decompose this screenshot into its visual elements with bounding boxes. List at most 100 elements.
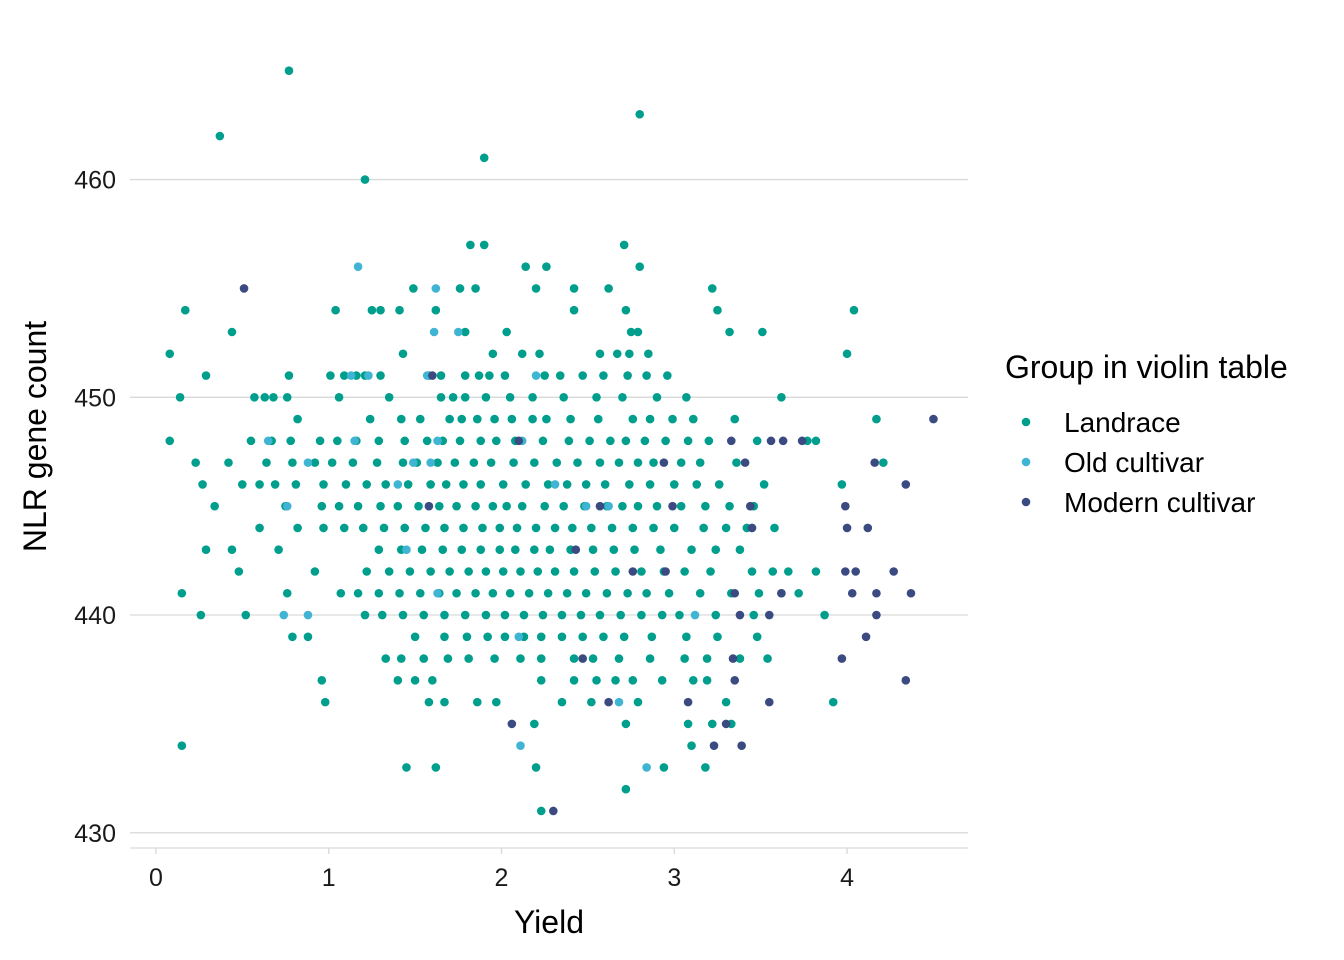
point-landrace — [550, 523, 560, 533]
point-landrace — [552, 458, 562, 467]
point-landrace — [619, 632, 629, 642]
point-landrace — [735, 654, 745, 663]
point-modern-cultivar — [842, 523, 852, 533]
point-landrace — [635, 262, 645, 271]
point-modern-cultivar — [578, 654, 587, 663]
point-modern-cultivar — [721, 719, 731, 729]
point-landrace — [320, 697, 330, 707]
point-landrace — [260, 393, 270, 402]
point-landrace — [393, 676, 403, 685]
point-landrace — [339, 523, 349, 533]
point-landrace — [481, 610, 491, 620]
point-landrace — [559, 501, 568, 511]
point-landrace — [175, 393, 185, 402]
point-modern-cultivar — [604, 697, 613, 707]
point-landrace — [609, 545, 619, 555]
point-landrace — [333, 436, 342, 446]
point-landrace — [849, 305, 859, 315]
point-landrace — [500, 610, 510, 620]
point-landrace — [625, 480, 634, 489]
point-landrace — [604, 284, 613, 293]
point-landrace — [462, 632, 472, 642]
point-landrace — [559, 393, 568, 402]
point-landrace — [652, 393, 662, 402]
point-landrace — [628, 676, 638, 685]
point-landrace — [191, 458, 200, 467]
point-modern-cultivar — [745, 501, 755, 511]
point-modern-cultivar — [424, 501, 434, 511]
point-landrace — [614, 458, 624, 467]
point-landrace — [644, 349, 653, 359]
point-landrace — [633, 458, 643, 467]
point-landrace — [431, 763, 441, 772]
point-landrace — [687, 545, 696, 555]
point-landrace — [284, 66, 294, 76]
point-landrace — [592, 393, 601, 402]
y-tick-label: 440 — [74, 602, 116, 630]
point-landrace — [517, 501, 527, 511]
point-landrace — [747, 567, 757, 576]
point-landrace — [721, 697, 731, 707]
point-landrace — [379, 523, 389, 533]
point-landrace — [592, 676, 601, 685]
point-landrace — [227, 545, 237, 555]
point-modern-cultivar — [571, 545, 581, 555]
point-landrace — [505, 588, 515, 598]
point-landrace — [303, 632, 313, 642]
point-landrace — [165, 436, 175, 446]
point-landrace — [536, 806, 546, 816]
point-modern-cultivar — [595, 501, 605, 511]
point-landrace — [353, 588, 363, 598]
point-landrace — [633, 501, 643, 511]
point-landrace — [398, 610, 408, 620]
point-landrace — [419, 610, 429, 620]
point-landrace — [472, 697, 482, 707]
point-landrace — [177, 741, 187, 750]
y-tick-label: 460 — [74, 167, 116, 195]
point-modern-cultivar — [726, 436, 736, 446]
point-landrace — [293, 414, 302, 424]
point-old-cultivar — [642, 763, 651, 772]
point-landrace — [701, 763, 710, 772]
point-landrace — [595, 458, 605, 467]
point-landrace — [479, 240, 489, 250]
point-landrace — [519, 610, 529, 620]
point-landrace — [227, 327, 237, 337]
point-landrace — [625, 349, 634, 359]
point-landrace — [334, 501, 344, 511]
point-landrace — [478, 523, 487, 533]
point-landrace — [530, 719, 539, 729]
point-landrace — [542, 262, 551, 271]
point-landrace — [436, 393, 446, 402]
point-modern-cultivar — [683, 697, 693, 707]
point-landrace — [360, 610, 370, 620]
point-modern-cultivar — [841, 567, 850, 576]
point-landrace — [619, 240, 629, 250]
point-landrace — [224, 458, 233, 467]
point-landrace — [426, 480, 435, 489]
point-landrace — [400, 523, 410, 533]
point-landrace — [464, 567, 473, 576]
point-landrace — [492, 436, 501, 446]
point-landrace — [196, 610, 206, 620]
point-landrace — [599, 632, 608, 642]
point-landrace — [695, 458, 705, 467]
point-landrace — [879, 458, 888, 467]
point-landrace — [568, 523, 577, 533]
point-landrace — [611, 567, 620, 576]
point-landrace — [675, 610, 684, 620]
point-landrace — [490, 414, 499, 424]
point-landrace — [476, 480, 486, 489]
point-landrace — [569, 284, 579, 293]
point-landrace — [455, 284, 465, 293]
point-landrace — [628, 414, 638, 424]
x-tick-label: 2 — [495, 864, 509, 892]
point-landrace — [732, 458, 741, 467]
point-landrace — [381, 654, 391, 663]
point-landrace — [291, 480, 301, 489]
point-landrace — [180, 305, 190, 315]
point-landrace — [692, 480, 702, 489]
point-landrace — [436, 371, 446, 380]
point-landrace — [293, 523, 302, 533]
point-landrace — [414, 501, 423, 511]
